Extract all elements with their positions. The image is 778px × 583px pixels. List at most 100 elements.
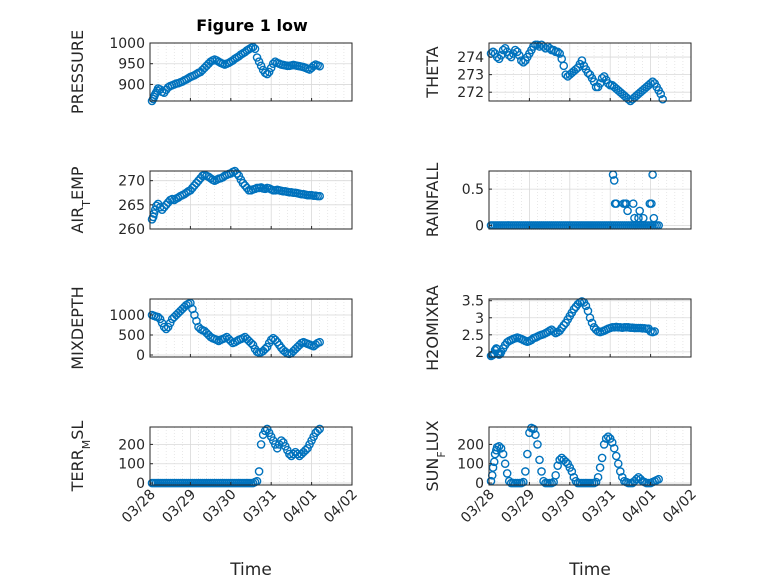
data-point [571,65,581,74]
y-tick-label: 265 [118,198,145,214]
data-point [603,432,613,441]
data-point [595,463,605,472]
y-tick-label: 260 [118,222,145,238]
data-point [523,449,532,459]
data-point [531,430,540,440]
data-point [252,53,262,62]
data-point [264,67,274,77]
data-point [607,438,617,447]
data-point [567,467,577,476]
y-axis-label: TERRMSL [68,421,93,493]
data-point [226,336,236,346]
y-tick-label: 1000 [109,308,145,324]
data-point [268,59,278,69]
data-point [654,474,663,484]
data-point [510,45,520,55]
plot-area [150,427,352,485]
data-point [648,77,657,86]
data-point [561,70,571,79]
y-tick-label: 100 [457,457,484,473]
data-point [635,206,644,216]
data-point [502,469,512,478]
data-point [266,63,276,73]
y-tick-label: 0 [136,476,145,492]
data-point [591,477,601,487]
data-point [494,442,504,451]
data-point [613,459,623,469]
data-point [256,61,266,71]
data-point [315,61,324,71]
y-tick-label: 272 [457,85,484,101]
y-tick-label: 0 [475,476,484,492]
y-axis-label: SUNFLUX [423,420,448,491]
figure-title: Figure 1 low [196,16,308,35]
data-point [656,89,666,99]
data-point [157,318,167,328]
data-point [262,69,272,79]
data-point [593,472,603,482]
data-point [597,453,607,463]
data-point [515,51,524,60]
data-point [498,45,508,55]
y-tick-label: 0 [136,348,145,364]
subplot-pressure: 900 950 1000 PRESSURE [68,30,353,114]
data-point [248,42,258,52]
data-point [161,324,171,334]
y-tick-label: 3 [475,311,484,327]
data-point [256,440,266,449]
data-point [260,344,270,354]
data-point [519,58,528,67]
data-point [301,445,310,455]
y-axis-label: RAINFALL [423,163,442,238]
plot-area [489,171,691,229]
subplot-rainfall: 0 0.5 RAINFALL [423,163,692,238]
y-tick-label: 1000 [109,36,145,52]
data-point [624,94,633,104]
data-point [535,455,544,465]
data-point [553,461,562,470]
data-point [492,52,502,62]
data-point [559,320,569,330]
y-axis-label: H2OMIXRA [423,285,442,371]
data-point [165,318,175,328]
subplot-h2omixra: 22.533.5 H2OMIXRA [423,285,692,371]
data-point [609,443,619,453]
data-point [623,206,632,216]
data-point [315,424,324,434]
data-point [315,337,324,347]
data-point [254,467,264,476]
data-point [555,49,565,58]
data-point [599,440,609,449]
y-tick-label: 0 [475,218,484,234]
y-tick-label: 2.5 [462,328,484,344]
y-tick-label: 3.5 [462,294,484,310]
axes-box [149,42,353,102]
data-point [504,51,514,60]
data-point [658,94,668,104]
axes-box [149,298,353,358]
data-point [533,40,542,50]
y-tick-label: 2 [475,345,484,361]
y-tick-label: 900 [118,77,145,93]
data-point [561,457,571,467]
y-axis-label: THETA [423,46,442,98]
x-axis-label: Time [229,560,272,580]
y-tick-label: 274 [457,50,484,66]
data-point [519,477,528,487]
data-point [583,68,593,78]
data-point [649,213,659,223]
data-point [597,73,607,83]
axes-box [149,170,353,230]
data-point [585,313,595,323]
data-point [155,314,165,324]
data-point [529,424,538,434]
data-point [521,467,530,476]
data-point [609,176,619,185]
x-axis-label: Time [568,560,611,580]
data-point [262,342,272,352]
y-tick-label: 273 [457,68,484,84]
data-point [628,199,638,208]
